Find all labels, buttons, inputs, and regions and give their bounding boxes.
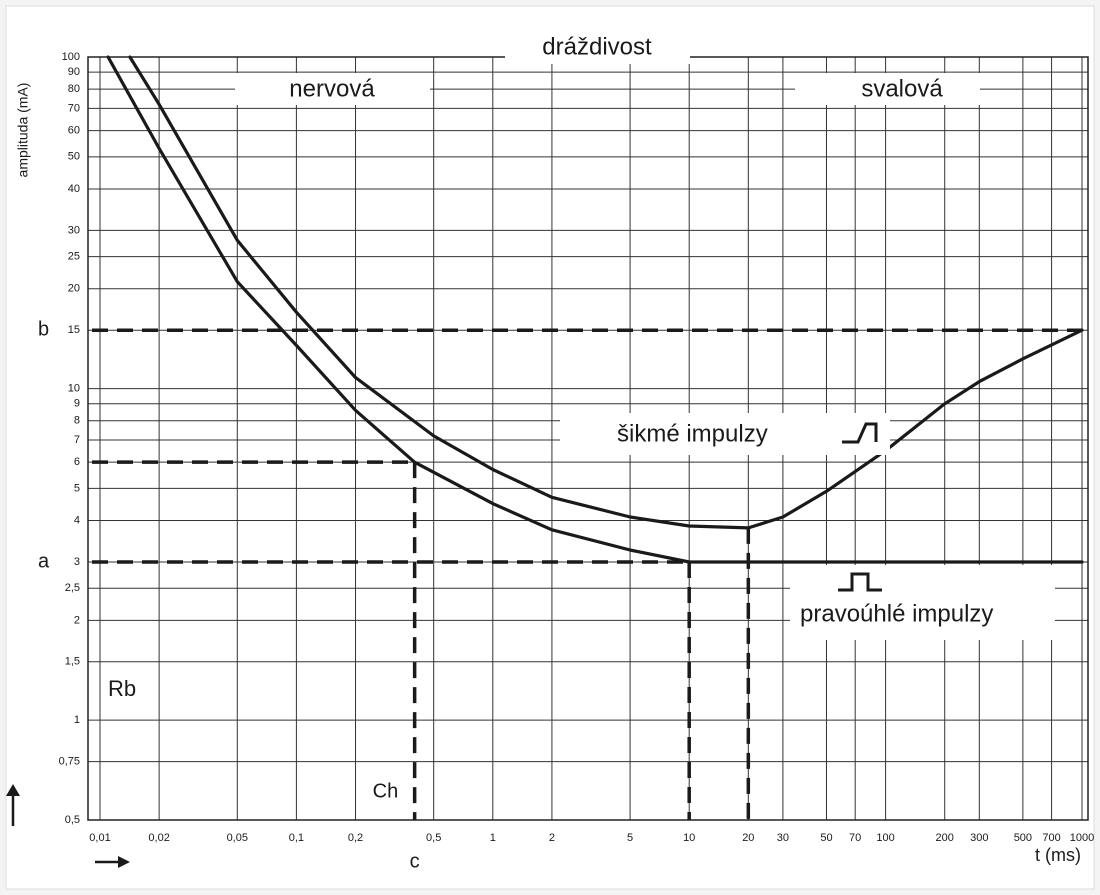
- x-tick-label: 500: [1014, 832, 1032, 844]
- y-tick-label: 90: [68, 66, 80, 78]
- y-tick-label: 0,5: [65, 814, 80, 826]
- y-tick-label: 40: [68, 183, 80, 195]
- y-tick-label: 0,75: [59, 756, 80, 768]
- y-tick-label: 2,5: [65, 582, 80, 594]
- annotation: Rb: [108, 676, 136, 701]
- y-tick-label: 5: [74, 482, 80, 494]
- y-tick-label: 10: [68, 382, 80, 394]
- x-tick-label: 1: [490, 832, 496, 844]
- x-tick-label: 20: [742, 832, 754, 844]
- y-axis-label: amplituda (mA): [15, 83, 31, 178]
- y-tick-label: 60: [68, 124, 80, 136]
- x-tick-label: 0,01: [89, 832, 110, 844]
- region-label: svalová: [861, 75, 943, 102]
- page: [5, 5, 1095, 890]
- y-tick-label: 1: [74, 714, 80, 726]
- y-tick-label: 4: [74, 514, 80, 526]
- arrow-head: [6, 784, 20, 796]
- y-tick-label: 30: [68, 224, 80, 236]
- y-tick-label: 100: [62, 51, 80, 63]
- y-tick-label: 2: [74, 614, 80, 626]
- x-tick-label: 70: [849, 832, 861, 844]
- y-tick-label: 50: [68, 151, 80, 163]
- y-tick-label: 80: [68, 83, 80, 95]
- region-label: nervová: [289, 75, 375, 102]
- x-tick-label: 1000: [1070, 832, 1094, 844]
- y-tick-label: 70: [68, 102, 80, 114]
- annotation: c: [410, 850, 420, 872]
- label-box: [790, 565, 1055, 640]
- y-tick-label: 15: [68, 324, 80, 336]
- annotation: Ch: [373, 780, 399, 802]
- curve: [128, 55, 1084, 530]
- x-tick-label: 2: [549, 832, 555, 844]
- y-tick-label: 1,5: [65, 656, 80, 668]
- y-tick-label: 8: [74, 415, 80, 427]
- x-tick-label: 0,5: [426, 832, 441, 844]
- series-label: šikmé impulzy: [617, 420, 768, 447]
- y-tick-label: 20: [68, 283, 80, 295]
- pulse-icon: [838, 572, 882, 592]
- x-tick-label: 10: [683, 832, 695, 844]
- arrow-head: [118, 856, 130, 868]
- label-box: [795, 73, 980, 105]
- x-tick-label: 100: [876, 832, 894, 844]
- label-box: [560, 413, 890, 455]
- x-axis-label: t (ms): [1035, 845, 1081, 865]
- curve: [106, 55, 1084, 564]
- x-tick-label: 0,05: [227, 832, 248, 844]
- chart-title: dráždivost: [542, 33, 652, 60]
- level-label: b: [38, 318, 49, 340]
- level-label: a: [38, 550, 50, 572]
- title-box: [505, 32, 690, 64]
- y-tick-label: 3: [74, 556, 80, 568]
- y-tick-label: 7: [74, 434, 80, 446]
- x-tick-label: 0,02: [148, 832, 169, 844]
- y-tick-label: 6: [74, 456, 80, 468]
- pulse-icon: [842, 422, 878, 444]
- y-tick-label: 25: [68, 251, 80, 263]
- label-box: [235, 73, 430, 105]
- x-tick-label: 700: [1042, 832, 1060, 844]
- marks: [92, 55, 1084, 820]
- x-tick-label: 30: [777, 832, 789, 844]
- x-tick-label: 300: [970, 832, 988, 844]
- x-tick-label: 0,2: [348, 832, 363, 844]
- y-tick-label: 9: [74, 398, 80, 410]
- series-label: pravoúhlé impulzy: [800, 600, 993, 627]
- x-tick-label: 50: [820, 832, 832, 844]
- x-tick-label: 0,1: [289, 832, 304, 844]
- x-tick-label: 5: [627, 832, 633, 844]
- x-tick-label: 200: [936, 832, 954, 844]
